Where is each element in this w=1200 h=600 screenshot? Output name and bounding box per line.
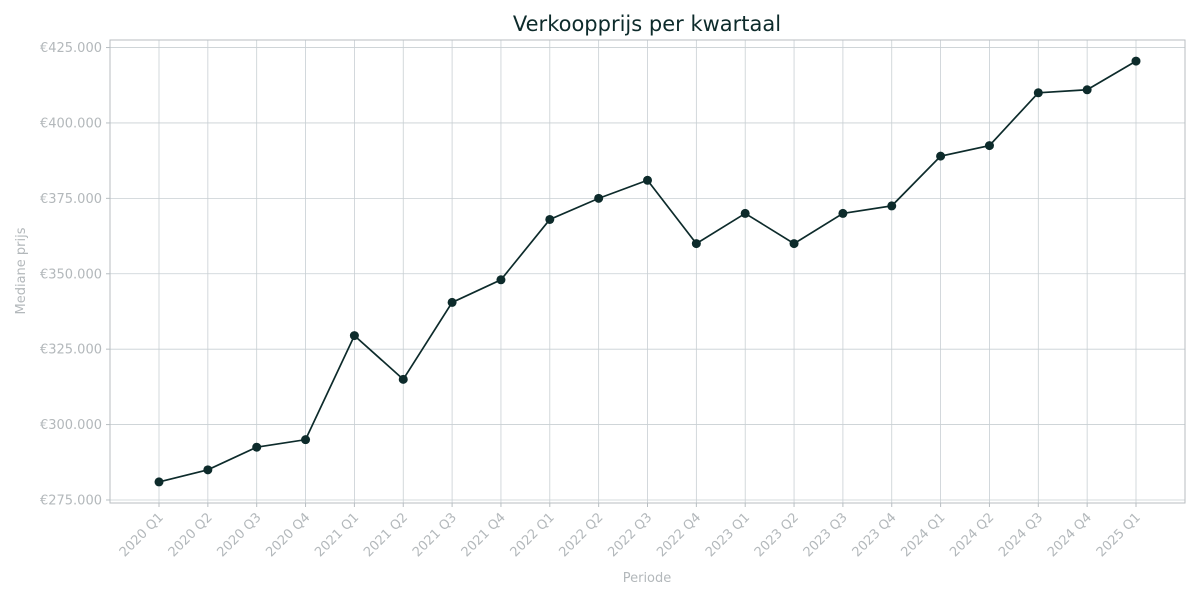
data-point [691,239,701,249]
x-axis-label: Periode [623,571,672,586]
x-tick-label: 2021 Q2 [361,510,411,560]
data-point [594,193,604,203]
data-point [496,275,506,285]
y-gridlines [110,47,1185,501]
x-tick-label: 2022 Q2 [556,510,606,560]
data-point [1033,88,1043,98]
x-tick-label: 2024 Q4 [1045,510,1095,560]
x-tick-label: 2024 Q3 [996,510,1046,560]
x-tick-label: 2021 Q3 [410,510,460,560]
y-tick-label: €425.000 [40,41,102,56]
x-tick-label: 2025 Q1 [1094,510,1144,560]
data-point [789,239,799,249]
x-gridlines [158,40,1137,503]
data-point [740,208,750,218]
y-tick-label: €350.000 [40,267,102,282]
x-tick-label: 2021 Q1 [312,510,362,560]
data-point [887,201,897,211]
data-point [154,477,164,487]
y-axis-ticks: €275.000 €300.000 €325.000 €350.000 €375.000… [40,41,110,508]
x-tick-label: 2021 Q4 [459,510,509,560]
x-tick-label: 2022 Q1 [508,510,558,560]
x-tick-label: 2020 Q1 [117,510,167,560]
data-point [838,208,848,218]
x-tick-label: 2022 Q4 [654,510,704,560]
y-tick-label: €375.000 [40,192,102,207]
x-tick-label: 2023 Q4 [850,510,900,560]
y-tick-label: €300.000 [40,418,102,433]
data-point [252,442,262,452]
data-point [447,297,457,307]
x-tick-label: 2024 Q2 [947,510,997,560]
data-point [936,151,946,161]
y-axis-label: Mediane prijs [14,227,29,314]
chart-title: Verkoopprijs per kwartaal [513,12,781,36]
x-tick-label: 2020 Q2 [166,510,216,560]
data-point [643,175,652,185]
x-tick-label: 2020 Q4 [263,510,313,560]
data-point [203,465,213,475]
x-tick-label: 2023 Q3 [801,510,851,560]
x-tick-label: 2023 Q2 [752,510,802,560]
data-point [398,374,408,384]
x-tick-label: 2022 Q3 [605,510,655,560]
y-tick-label: €275.000 [40,493,102,508]
data-point [1082,85,1092,95]
y-tick-label: €325.000 [40,343,102,358]
x-tick-label: 2020 Q3 [215,510,265,560]
data-point [545,214,555,224]
data-point [349,331,359,341]
x-tick-label: 2023 Q1 [703,510,753,560]
series-markers [154,56,1141,487]
y-tick-label: €400.000 [40,116,102,131]
data-point [984,141,994,151]
data-point [301,435,311,445]
x-tick-label: 2024 Q1 [898,510,948,560]
data-point [1131,56,1141,66]
